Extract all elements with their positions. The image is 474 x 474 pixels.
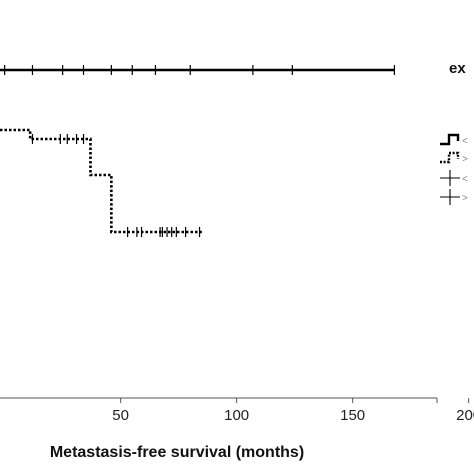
legend-entry-label: > <box>462 154 468 165</box>
x-tick-label: 150 <box>340 407 365 424</box>
x-tick-label: 200 <box>456 407 474 424</box>
chart-axes: 50 100 150 200 <box>0 397 474 424</box>
legend-entry-label: > <box>462 193 468 204</box>
x-axis-title: Metastasis-free survival (months) <box>50 444 304 461</box>
legend-entry-label: < <box>462 174 468 185</box>
legend-entry-2: > <box>440 151 468 165</box>
legend-line-sample <box>440 151 460 164</box>
x-tick-label: 100 <box>224 407 249 424</box>
series-1 <box>0 65 395 75</box>
legend-entry-1: < <box>440 133 468 147</box>
legend-entry-4: > <box>440 189 468 205</box>
legend-title: ex <box>449 60 466 77</box>
series-2-step-line <box>0 128 202 234</box>
legend-entry-3: < <box>440 170 468 186</box>
x-tick-label: 50 <box>112 407 129 424</box>
series-2 <box>0 128 202 237</box>
legend-line-sample <box>440 133 460 146</box>
legend-entry-label: < <box>462 136 468 147</box>
chart-legend: ex < > < > <box>440 60 468 205</box>
chart-series <box>0 65 395 237</box>
